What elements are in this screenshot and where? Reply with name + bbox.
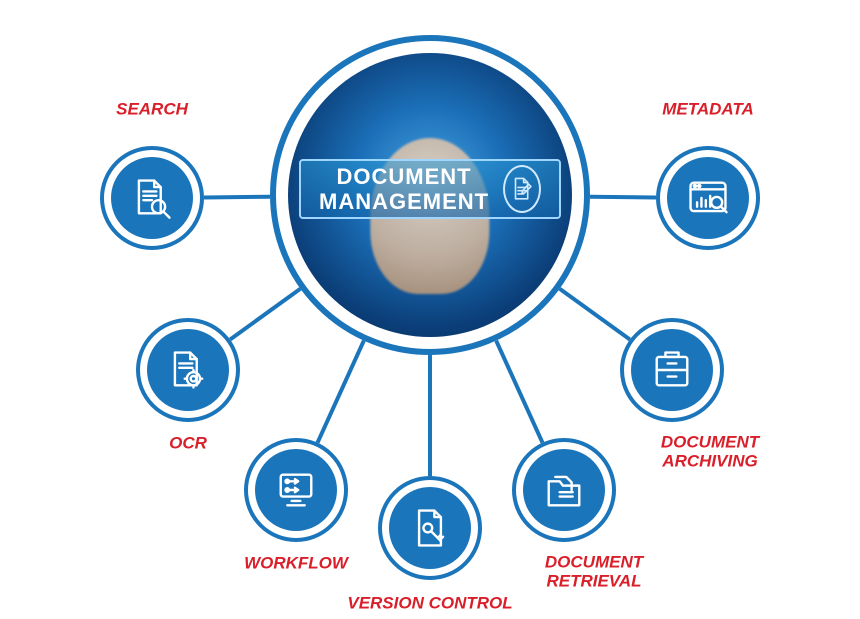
drawer-icon (648, 346, 696, 394)
node-search-inner (111, 157, 193, 239)
node-search (100, 146, 204, 250)
label-archiving: DOCUMENT ARCHIVING (661, 433, 759, 470)
folder-doc-icon (540, 466, 588, 514)
node-metadata (656, 146, 760, 250)
hub-title-text: DOCUMENT MANAGEMENT (319, 164, 489, 215)
doc-stamp-icon (164, 346, 212, 394)
node-ocr-inner (147, 329, 229, 411)
document-pencil-icon (509, 176, 535, 202)
screen-flow-icon (272, 466, 320, 514)
node-workflow-inner (255, 449, 337, 531)
node-retrieval-inner (523, 449, 605, 531)
node-version-inner (389, 487, 471, 569)
doc-key-icon (406, 504, 454, 552)
hub-icon-ring (503, 165, 541, 213)
label-ocr: OCR (169, 435, 207, 454)
label-search: SEARCH (116, 101, 188, 120)
node-workflow (244, 438, 348, 542)
node-archiving (620, 318, 724, 422)
hub-title-band: DOCUMENT MANAGEMENT (299, 159, 561, 219)
node-archiving-inner (631, 329, 713, 411)
node-metadata-inner (667, 157, 749, 239)
label-version: VERSION CONTROL (347, 595, 512, 614)
node-ocr (136, 318, 240, 422)
label-retrieval: DOCUMENT RETRIEVAL (545, 553, 643, 590)
window-chart-search-icon (684, 174, 732, 222)
hub-inner-disc: DOCUMENT MANAGEMENT (288, 53, 572, 337)
doc-search-icon (128, 174, 176, 222)
node-version (378, 476, 482, 580)
label-metadata: METADATA (662, 101, 754, 120)
label-workflow: WORKFLOW (244, 555, 348, 574)
infographic-stage: { "canvas": { "width": 860, "height": 61… (0, 0, 860, 619)
node-retrieval (512, 438, 616, 542)
